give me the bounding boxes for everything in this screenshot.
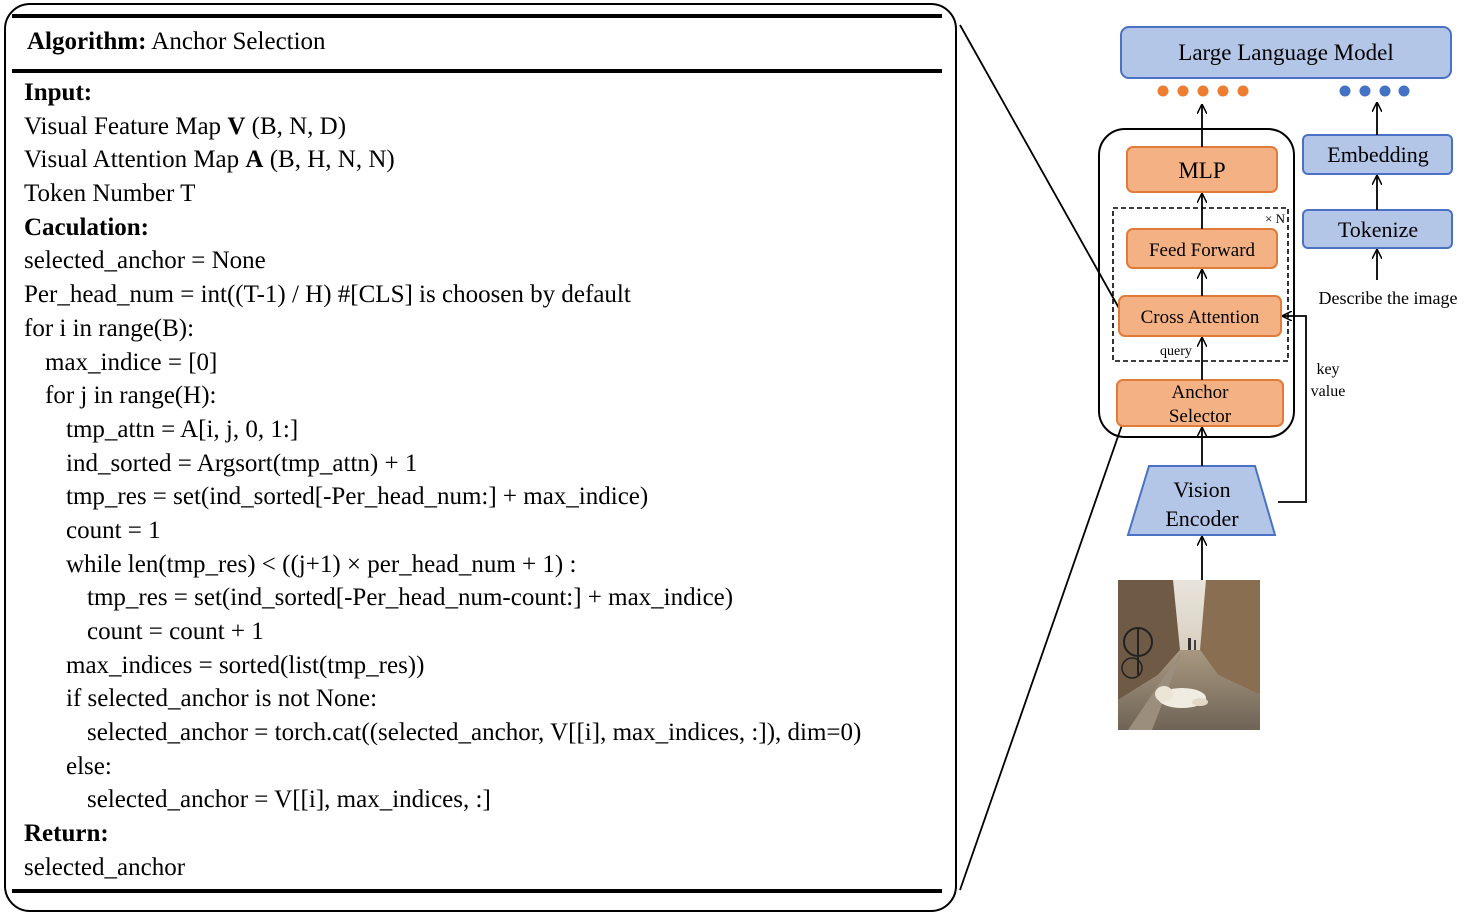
algorithm-line-symbol: A	[245, 146, 264, 174]
algorithm-line: tmp_res = set(ind_sorted[-Per_head_num-c…	[24, 581, 861, 615]
algorithm-line-text: else:	[66, 752, 112, 780]
bottom-rule	[12, 889, 942, 893]
algorithm-line: tmp_attn = A[i, j, 0, 1:]	[24, 413, 861, 447]
text-token-dot	[1339, 85, 1351, 97]
repeat-block	[1112, 207, 1289, 362]
algorithm-section-heading: Caculation:	[24, 213, 149, 241]
text-output-tokens	[1339, 85, 1410, 97]
text-token-dot	[1379, 85, 1391, 97]
algorithm-line: Visual Feature Map V (B, N, D)	[24, 110, 861, 144]
algorithm-line: max_indices = sorted(list(tmp_res))	[24, 649, 861, 683]
algorithm-line: for j in range(H):	[24, 379, 861, 413]
feed-forward-label: Feed Forward	[1149, 240, 1256, 261]
algorithm-section-heading: Input:	[24, 79, 93, 106]
algorithm-line-text: Visual Feature Map	[24, 112, 228, 140]
algorithm-line: Visual Attention Map A (B, H, N, N)	[24, 143, 861, 177]
vision-encoder-label-line1: Vision	[1173, 477, 1230, 502]
algorithm-line-text: selected_anchor = V[[i], max_indices, :]	[87, 786, 491, 814]
algorithm-line-text: if selected_anchor is not None:	[66, 685, 378, 713]
zoom-line-top	[959, 24, 1121, 311]
algorithm-line-text: (B, N, D)	[245, 112, 347, 140]
algorithm-line: count = count + 1	[24, 615, 861, 649]
algorithm-line: selected_anchor = None	[24, 244, 861, 278]
algorithm-line-text: Per_head_num = int((T-1) / H) #[CLS] is …	[24, 281, 631, 309]
visual-token-dot	[1217, 85, 1229, 97]
anchor-selector-label-line1: Anchor	[1172, 382, 1230, 403]
algorithm-line-text: selected_anchor	[24, 853, 186, 881]
algorithm-line-text: for j in range(H):	[45, 382, 217, 410]
text-token-dot	[1398, 85, 1410, 97]
algorithm-line: Token Number T	[24, 177, 861, 211]
key-label: key	[1316, 361, 1339, 378]
algorithm-title-bold: Algorithm:	[27, 28, 147, 55]
algorithm-line: Per_head_num = int((T-1) / H) #[CLS] is …	[24, 278, 861, 312]
mlp-label: MLP	[1178, 158, 1225, 183]
algorithm-line-text: tmp_res = set(ind_sorted[-Per_head_num-c…	[87, 584, 734, 612]
algorithm-line-text: tmp_res = set(ind_sorted[-Per_head_num:]…	[66, 483, 649, 511]
algorithm-line-text: tmp_attn = A[i, j, 0, 1:]	[66, 415, 299, 443]
algorithm-line: selected_anchor	[24, 851, 861, 885]
algorithm-line: for i in range(B):	[24, 312, 861, 346]
algorithm-title: Algorithm: Anchor Selection	[27, 28, 326, 56]
value-label: value	[1311, 383, 1346, 400]
vision-encoder-box	[1126, 465, 1277, 536]
vision-encoder-label-line2: Encoder	[1165, 506, 1239, 531]
tokenize-label: Tokenize	[1338, 217, 1418, 242]
algorithm-line-text: count = count + 1	[87, 618, 264, 645]
zoom-line-bottom	[959, 424, 1123, 891]
visual-token-dot	[1197, 85, 1209, 97]
arrow-key-value	[1278, 316, 1307, 503]
projector-container	[1098, 128, 1295, 438]
repeat-label: × N	[1265, 211, 1286, 226]
visual-output-tokens	[1157, 85, 1249, 97]
algorithm-line-text: count = 1	[66, 516, 161, 544]
algorithm-line-symbol: V	[227, 112, 246, 140]
algorithm-line-text: Visual Attention Map	[24, 146, 246, 174]
algorithm-line-text: Token Number T	[24, 180, 196, 208]
prompt-text: Describe the image	[1319, 288, 1458, 308]
algorithm-line: tmp_res = set(ind_sorted[-Per_head_num:]…	[24, 480, 861, 514]
algorithm-line: while len(tmp_res) < ((j+1) × per_head_n…	[24, 548, 861, 582]
algorithm-section-heading: Return:	[24, 820, 109, 848]
algorithm-line-text: ind_sorted = Argsort(tmp_attn) + 1	[66, 449, 418, 477]
anchor-selector-label-line2: Selector	[1169, 406, 1232, 427]
algorithm-line-text: max_indices = sorted(list(tmp_res))	[66, 651, 425, 679]
algorithm-line-text: for i in range(B):	[24, 314, 195, 342]
llm-label: Large Language Model	[1178, 40, 1393, 65]
algorithm-line: if selected_anchor is not None:	[24, 682, 861, 716]
algorithm-line: Input:	[24, 76, 861, 110]
visual-token-dot	[1157, 85, 1169, 97]
algorithm-line: selected_anchor = torch.cat((selected_an…	[24, 716, 861, 750]
visual-token-dot	[1237, 85, 1249, 97]
input-image	[1118, 580, 1260, 730]
visual-token-dot	[1177, 85, 1189, 97]
algorithm-line-text: max_indice = [0]	[45, 348, 218, 376]
algorithm-line-text: (B, H, N, N)	[263, 146, 395, 174]
llm-box	[1120, 26, 1452, 79]
algorithm-panel	[4, 3, 957, 912]
algorithm-title-text: Anchor Selection	[151, 28, 326, 55]
algorithm-line: else:	[24, 750, 861, 784]
text-token-dot	[1359, 85, 1371, 97]
algorithm-line: selected_anchor = V[[i], max_indices, :]	[24, 783, 861, 817]
algorithm-line-text: while len(tmp_res) < ((j+1) × per_head_n…	[66, 550, 577, 578]
embedding-label: Embedding	[1327, 142, 1428, 167]
algorithm-line: Return:	[24, 817, 861, 851]
algorithm-line: max_indice = [0]	[24, 346, 861, 380]
algorithm-line: Caculation:	[24, 211, 861, 245]
algorithm-line-text: selected_anchor = torch.cat((selected_an…	[87, 719, 862, 747]
algorithm-body: Input: Visual Feature Map V (B, N, D) Visu…	[24, 76, 861, 885]
cross-attention-box	[1118, 295, 1282, 337]
query-label: query	[1160, 344, 1192, 359]
algorithm-line-text: selected_anchor = None	[24, 247, 266, 275]
algorithm-line: ind_sorted = Argsort(tmp_attn) + 1	[24, 447, 861, 481]
cross-attention-label: Cross Attention	[1141, 307, 1260, 328]
anchor-selector-box	[1116, 379, 1284, 427]
algorithm-line: count = 1	[24, 514, 861, 548]
header-rule	[12, 69, 942, 73]
top-rule	[12, 14, 942, 18]
